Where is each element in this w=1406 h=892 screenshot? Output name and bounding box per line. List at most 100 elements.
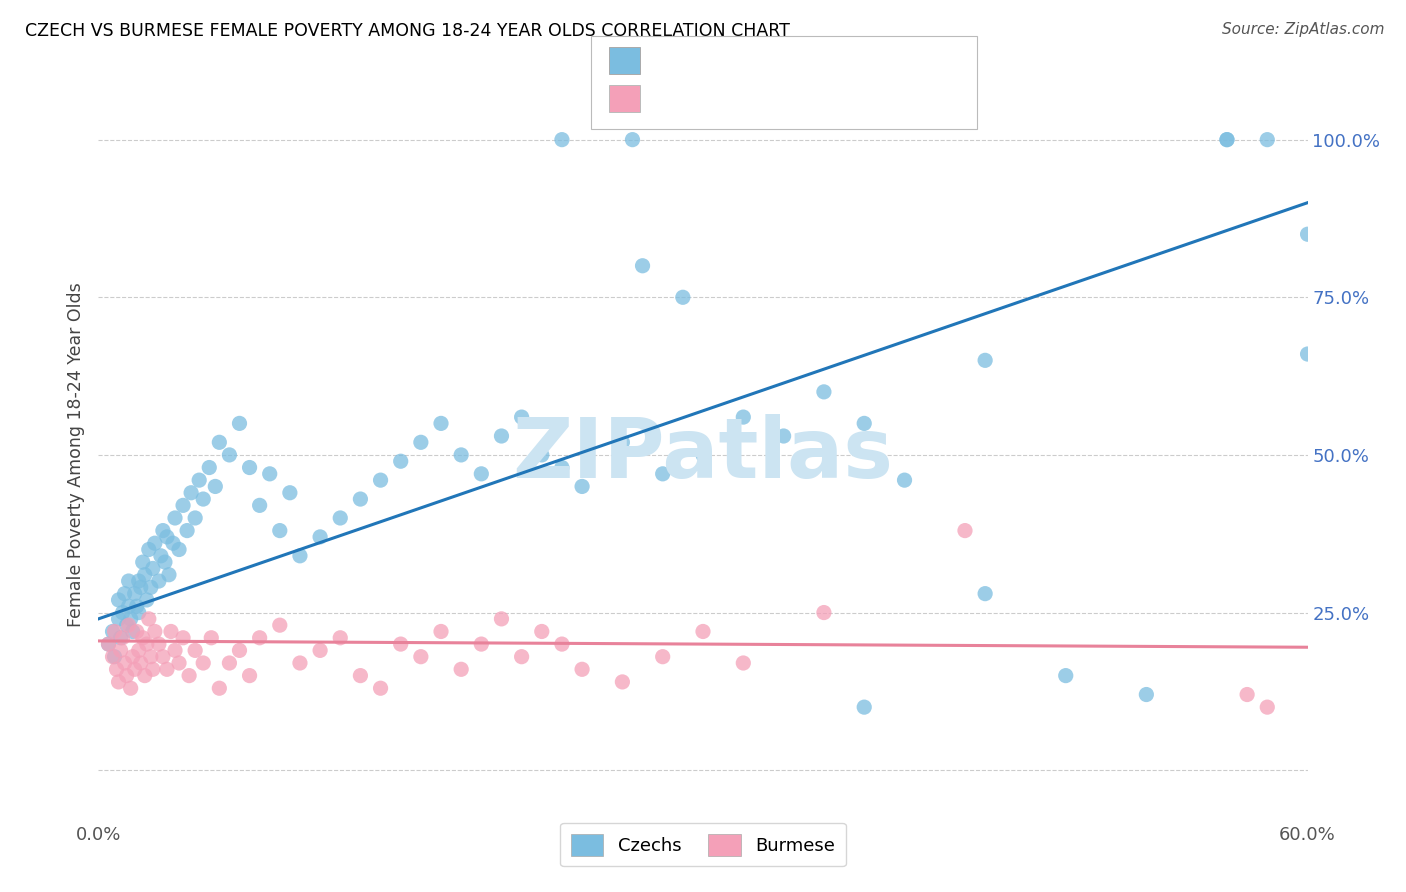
Text: R =   0.511   N = 87: R = 0.511 N = 87 bbox=[654, 51, 872, 69]
Y-axis label: Female Poverty Among 18-24 Year Olds: Female Poverty Among 18-24 Year Olds bbox=[66, 283, 84, 627]
Point bbox=[198, 460, 221, 475]
Point bbox=[249, 631, 271, 645]
Point bbox=[953, 524, 976, 538]
Point bbox=[135, 637, 157, 651]
Point bbox=[160, 624, 183, 639]
Point bbox=[152, 524, 174, 538]
Point bbox=[389, 637, 412, 651]
Point bbox=[1256, 133, 1278, 147]
Point bbox=[179, 668, 201, 682]
Point bbox=[97, 637, 120, 651]
Point bbox=[134, 567, 156, 582]
Point bbox=[530, 448, 553, 462]
Point bbox=[208, 435, 231, 450]
Point bbox=[167, 656, 190, 670]
Point bbox=[114, 587, 136, 601]
Point bbox=[309, 643, 332, 657]
Point bbox=[612, 674, 634, 689]
Point bbox=[118, 599, 141, 614]
Point bbox=[142, 662, 165, 676]
Point bbox=[143, 536, 166, 550]
Point bbox=[163, 511, 186, 525]
Point bbox=[121, 624, 143, 639]
Point bbox=[692, 448, 714, 462]
Point bbox=[510, 410, 533, 425]
Point bbox=[269, 618, 291, 632]
Legend: Czechs, Burmese: Czechs, Burmese bbox=[560, 822, 846, 866]
Point bbox=[218, 656, 240, 670]
Point bbox=[132, 555, 155, 569]
Point bbox=[621, 133, 644, 147]
Point bbox=[389, 454, 412, 468]
Point bbox=[239, 460, 262, 475]
Point bbox=[107, 593, 129, 607]
Point bbox=[156, 662, 179, 676]
Point bbox=[1256, 700, 1278, 714]
Point bbox=[491, 612, 513, 626]
Point bbox=[692, 624, 714, 639]
Point bbox=[551, 637, 574, 651]
Point bbox=[450, 662, 472, 676]
Point bbox=[349, 491, 371, 506]
Point bbox=[228, 417, 250, 431]
Point bbox=[153, 555, 176, 569]
Point bbox=[470, 637, 492, 651]
Point bbox=[103, 624, 125, 639]
Point bbox=[148, 637, 170, 651]
Point bbox=[167, 542, 190, 557]
Point bbox=[105, 662, 128, 676]
Point bbox=[672, 290, 695, 304]
Point bbox=[120, 681, 142, 696]
Point bbox=[239, 668, 262, 682]
Point bbox=[138, 612, 160, 626]
Point bbox=[1054, 668, 1077, 682]
Point bbox=[510, 649, 533, 664]
Point bbox=[1216, 133, 1239, 147]
Point bbox=[101, 649, 124, 664]
Point bbox=[813, 606, 835, 620]
Point bbox=[129, 580, 152, 594]
Point bbox=[135, 593, 157, 607]
Point bbox=[188, 473, 211, 487]
Point bbox=[813, 384, 835, 399]
Point bbox=[430, 624, 453, 639]
Point bbox=[772, 429, 794, 443]
Point bbox=[200, 631, 222, 645]
Point bbox=[651, 649, 673, 664]
Point bbox=[143, 624, 166, 639]
Point bbox=[278, 485, 301, 500]
Point bbox=[551, 460, 574, 475]
Point bbox=[370, 473, 392, 487]
Point bbox=[1296, 227, 1319, 242]
Point bbox=[172, 499, 194, 513]
Point bbox=[329, 631, 352, 645]
Point bbox=[162, 536, 184, 550]
Point bbox=[149, 549, 172, 563]
Point bbox=[329, 511, 352, 525]
Point bbox=[157, 567, 180, 582]
Point bbox=[288, 656, 311, 670]
Point bbox=[125, 599, 148, 614]
Point bbox=[120, 612, 142, 626]
Point bbox=[121, 649, 143, 664]
Point bbox=[111, 606, 134, 620]
Point bbox=[1296, 347, 1319, 361]
Text: ZIPatlas: ZIPatlas bbox=[513, 415, 893, 495]
Point bbox=[118, 574, 141, 588]
Point bbox=[128, 606, 150, 620]
Point bbox=[142, 561, 165, 575]
Point bbox=[530, 624, 553, 639]
Point bbox=[1135, 688, 1157, 702]
Point bbox=[103, 649, 125, 664]
Point bbox=[184, 511, 207, 525]
Point bbox=[132, 631, 155, 645]
Point bbox=[409, 649, 432, 664]
Point bbox=[853, 700, 876, 714]
Point bbox=[184, 643, 207, 657]
Point bbox=[470, 467, 492, 481]
Point bbox=[110, 643, 132, 657]
Point bbox=[138, 542, 160, 557]
Point bbox=[125, 624, 148, 639]
Point bbox=[612, 435, 634, 450]
Point bbox=[409, 435, 432, 450]
